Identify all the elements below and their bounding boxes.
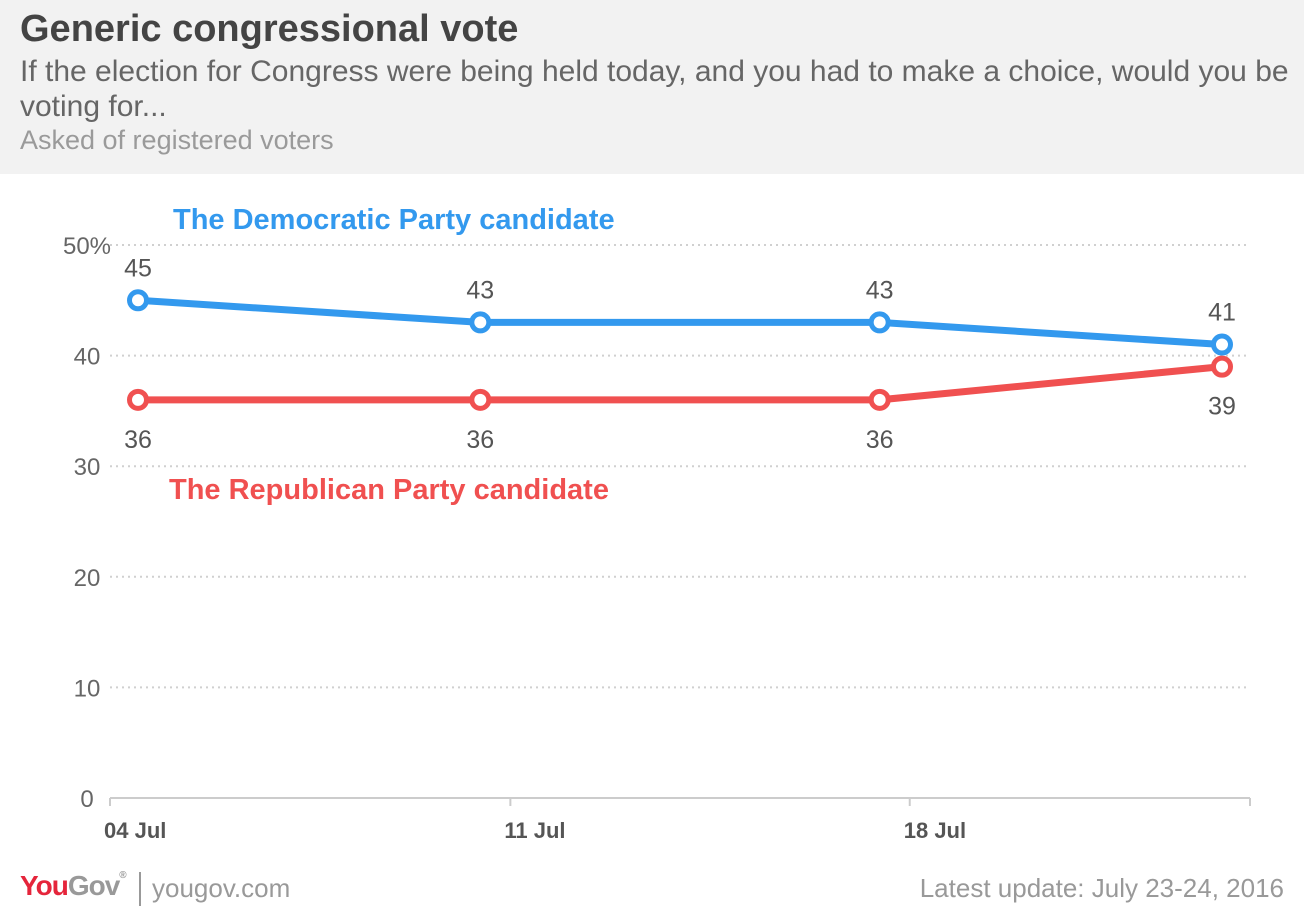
data-label: 43 xyxy=(866,276,894,304)
y-tick-label: 10 xyxy=(74,675,101,702)
data-label: 36 xyxy=(866,426,894,454)
x-tick-label: 18 Jul xyxy=(904,818,966,843)
x-tick-label: 04 Jul xyxy=(104,818,166,843)
data-point xyxy=(469,311,492,334)
x-tick-label: 11 Jul xyxy=(504,818,565,843)
chart-header: Generic congressional vote If the electi… xyxy=(0,0,1304,174)
republican-series-line xyxy=(134,363,1226,404)
y-tick-label: 30 xyxy=(74,454,101,481)
democratic-series-line xyxy=(134,296,1226,349)
footer-divider xyxy=(139,872,141,906)
data-point xyxy=(127,289,149,312)
data-label: 36 xyxy=(124,426,152,454)
chart-note: Asked of registered voters xyxy=(20,125,334,155)
y-tick-label: 20 xyxy=(74,565,101,592)
y-tick-label: 0 xyxy=(80,786,93,813)
y-tick-label: 40 xyxy=(74,344,101,371)
data-point xyxy=(868,311,891,334)
data-label: 43 xyxy=(466,276,494,304)
chart-subtitle: If the election for Congress were being … xyxy=(20,55,1289,123)
data-label: 39 xyxy=(1208,393,1236,421)
data-point xyxy=(1211,355,1233,378)
footer-update-text: Latest update: July 23-24, 2016 xyxy=(919,873,1284,903)
registered-mark: ® xyxy=(119,870,126,881)
y-tick-label: 50% xyxy=(63,233,111,260)
republican-series-label: The Republican Party candidate xyxy=(169,474,609,506)
logo-gov-text: Gov xyxy=(67,870,120,901)
data-point xyxy=(1211,333,1233,356)
data-point xyxy=(469,388,492,411)
logo-you-text: You xyxy=(20,870,69,901)
data-point xyxy=(868,388,891,411)
footer-site-link[interactable]: yougov.com xyxy=(152,873,291,903)
democratic-series-label: The Democratic Party candidate xyxy=(173,204,615,236)
data-label: 36 xyxy=(466,426,494,454)
line-chart: 0 10 20 30 40 50% 04 Jul 11 Jul 18 Jul 45 43 43 41 36… xyxy=(63,204,1251,843)
yougov-logo: YouGov® xyxy=(20,870,127,902)
data-point xyxy=(127,388,149,411)
data-label: 45 xyxy=(124,254,152,282)
chart-title: Generic congressional vote xyxy=(20,8,519,50)
data-label: 41 xyxy=(1208,299,1236,327)
